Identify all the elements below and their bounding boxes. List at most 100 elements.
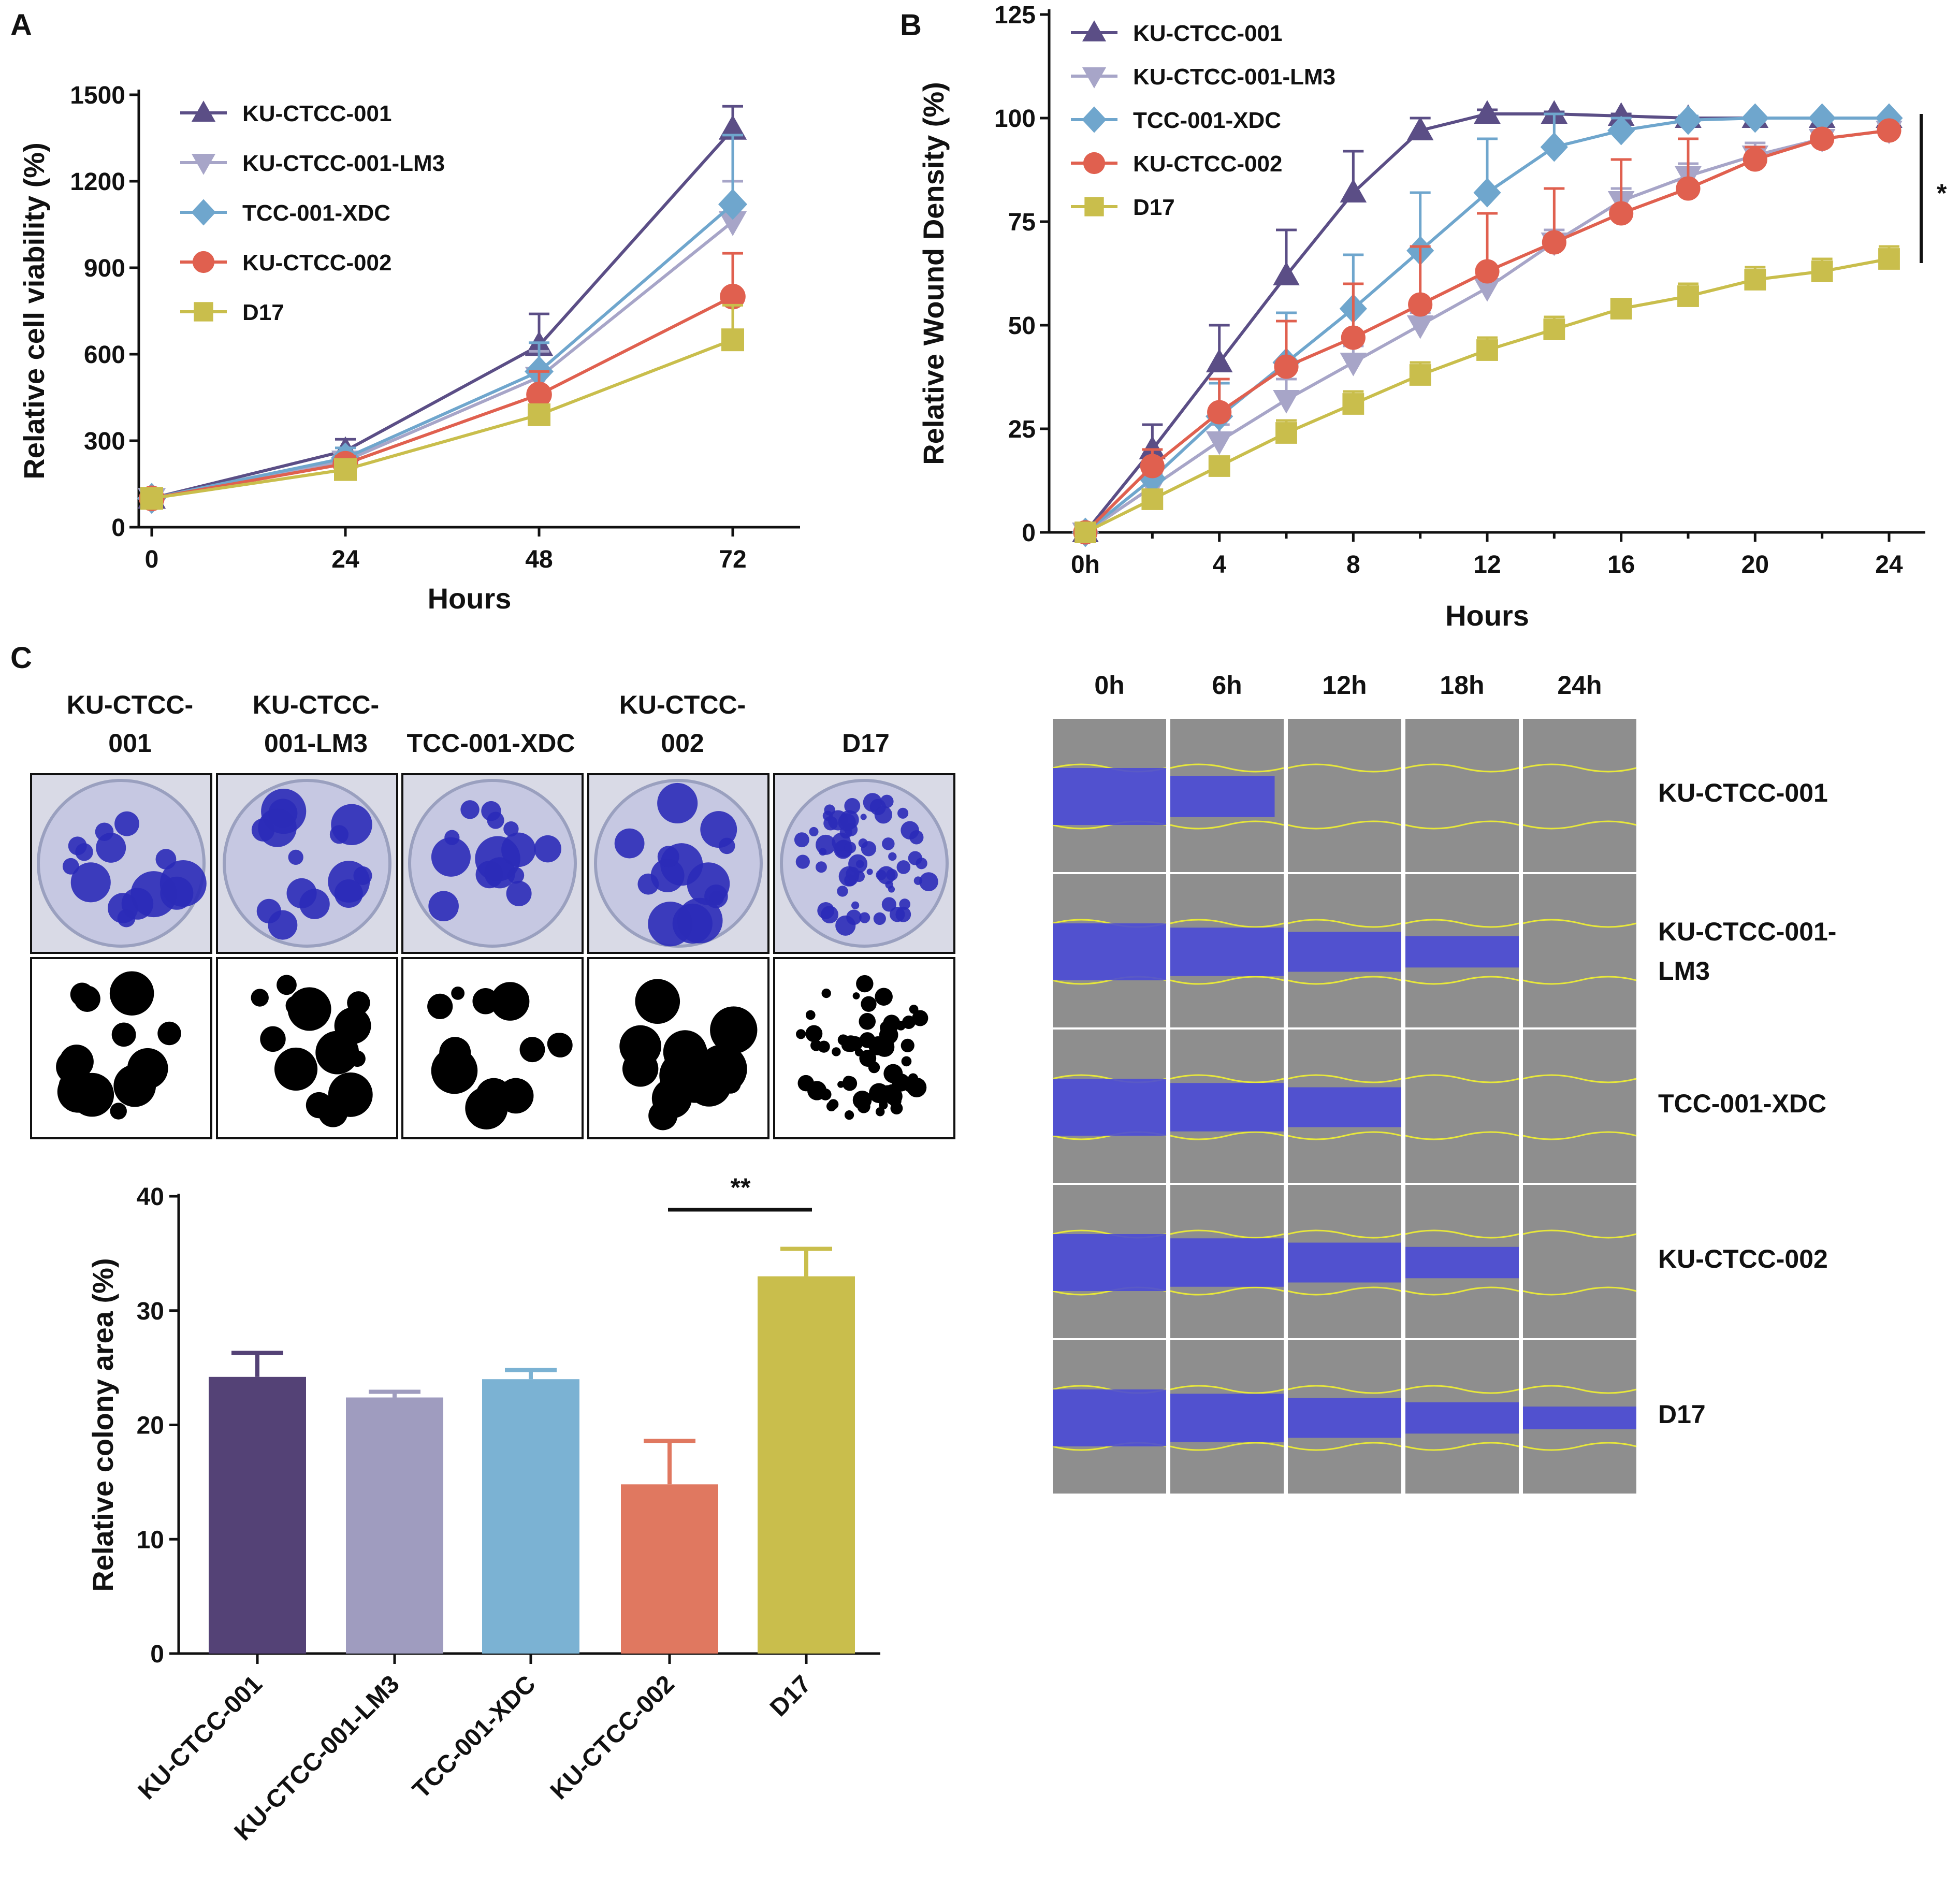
series-d17 bbox=[1075, 245, 1900, 543]
wound-image-background bbox=[1523, 719, 1636, 872]
colony-spot bbox=[95, 822, 114, 842]
series-tcc-001-xdc bbox=[137, 134, 747, 514]
colony-spot bbox=[819, 848, 827, 856]
legend-label: KU-CTCC-001 bbox=[1133, 21, 1282, 46]
legend-label: TCC-001-XDC bbox=[242, 200, 390, 226]
wound-edge-bottom bbox=[1170, 1131, 1284, 1140]
mask-blob bbox=[861, 996, 877, 1012]
legend-marker bbox=[1083, 152, 1106, 175]
wound-edge-bottom bbox=[1170, 976, 1284, 985]
y-tick-label: 40 bbox=[137, 1183, 164, 1211]
mask-blob bbox=[901, 1038, 914, 1052]
mask-blob bbox=[519, 1037, 545, 1063]
wound-edge-bottom bbox=[1522, 1286, 1637, 1296]
data-point bbox=[1609, 201, 1634, 226]
wound-open-area bbox=[1405, 936, 1519, 968]
colony-spot bbox=[121, 888, 154, 920]
colony-spot bbox=[268, 799, 298, 828]
wound-time-label-18h: 18h bbox=[1440, 671, 1484, 700]
mask-blob bbox=[680, 1038, 707, 1065]
legend-entry-ku-ctcc-001-lm3: KU-CTCC-001-LM3 bbox=[1071, 64, 1335, 90]
colony-spot bbox=[460, 800, 480, 819]
mask-blob bbox=[912, 1010, 928, 1026]
series-ku-ctcc-001-lm3 bbox=[137, 180, 747, 513]
wound-edge-top bbox=[1170, 1385, 1284, 1394]
data-point bbox=[1877, 118, 1901, 143]
mask-blob bbox=[796, 1029, 806, 1039]
mask-blob bbox=[686, 1062, 732, 1107]
mask-blob bbox=[805, 1025, 823, 1042]
colony-spot bbox=[329, 825, 349, 844]
colony-spot bbox=[835, 915, 856, 936]
bar bbox=[482, 1379, 579, 1654]
wound-open-area bbox=[1405, 1402, 1519, 1434]
mask-blob bbox=[157, 1021, 181, 1046]
colony-spot bbox=[846, 866, 860, 881]
colony-spot bbox=[809, 827, 819, 837]
wound-image-background bbox=[1523, 874, 1636, 1027]
wound-open-area bbox=[1170, 1394, 1284, 1442]
wound-cell bbox=[1405, 1030, 1519, 1183]
mask-frame bbox=[216, 957, 398, 1139]
wound-cell bbox=[1287, 1030, 1402, 1183]
data-point bbox=[1340, 179, 1367, 202]
y-axis-title: Relative Wound Density (%) bbox=[917, 82, 950, 465]
colony-plate-stained-1 bbox=[30, 773, 212, 954]
legend-entry-ku-ctcc-002: KU-CTCC-002 bbox=[1071, 151, 1282, 177]
colony-label-1: KU-CTCC-001 bbox=[67, 690, 193, 758]
data-point bbox=[1206, 349, 1233, 372]
bar bbox=[209, 1376, 306, 1654]
legend-marker bbox=[191, 199, 216, 226]
wound-edge-top bbox=[1287, 919, 1402, 928]
wound-time-label-12h: 12h bbox=[1322, 671, 1367, 700]
colony-spot bbox=[858, 838, 868, 848]
legend-label: KU-CTCC-001-LM3 bbox=[1133, 64, 1335, 90]
colony-spot bbox=[334, 879, 363, 908]
y-tick-label: 75 bbox=[1008, 209, 1036, 236]
colony-spot bbox=[838, 813, 856, 831]
y-tick-label: 900 bbox=[84, 255, 125, 282]
legend-marker bbox=[1082, 67, 1107, 89]
wound-cell bbox=[1170, 874, 1284, 1027]
legend-label: D17 bbox=[1133, 195, 1175, 220]
data-point bbox=[1811, 260, 1833, 282]
mask-blob bbox=[465, 1086, 508, 1129]
data-point bbox=[1607, 115, 1635, 146]
data-point bbox=[1475, 259, 1500, 284]
data-point bbox=[1473, 178, 1501, 208]
mask-blob bbox=[842, 1076, 858, 1091]
data-point bbox=[718, 114, 747, 140]
data-point bbox=[1677, 285, 1699, 307]
wound-image-background bbox=[1405, 719, 1519, 872]
wound-open-area bbox=[1288, 1242, 1401, 1283]
colony-spot bbox=[909, 830, 924, 845]
x-tick-label: TCC-001-XDC bbox=[408, 1670, 541, 1804]
colony-spot bbox=[844, 842, 856, 853]
wound-image-grid: 0h 6h 12h 18h 24h KU-CTCC-001 KU-CTCC-001-LM3 T… bbox=[1052, 671, 1836, 1494]
data-point bbox=[528, 403, 550, 426]
plate-dish bbox=[223, 779, 391, 948]
data-point bbox=[1340, 353, 1367, 376]
colony-spot bbox=[897, 807, 909, 819]
wound-edge-top bbox=[1522, 763, 1637, 773]
series-line bbox=[151, 295, 734, 500]
legend-entry-ku-ctcc-002: KU-CTCC-002 bbox=[180, 250, 391, 276]
x-tick-label: 4 bbox=[1212, 551, 1226, 578]
wound-edge-bottom bbox=[1522, 976, 1637, 985]
wound-open-area bbox=[1405, 1247, 1519, 1279]
wound-edge-top bbox=[1405, 1074, 1519, 1083]
data-point bbox=[718, 189, 747, 220]
wound-edge-bottom bbox=[1170, 820, 1284, 830]
colony-spot bbox=[855, 860, 864, 868]
wound-open-area bbox=[1170, 1238, 1284, 1287]
x-tick-label: 24 bbox=[1875, 551, 1903, 578]
colony-spot bbox=[268, 910, 298, 940]
colony-plate-mask-5 bbox=[773, 957, 955, 1139]
colony-plate-mask-1 bbox=[30, 957, 212, 1139]
colony-spot bbox=[114, 811, 139, 836]
wound-edge-top bbox=[1170, 1229, 1284, 1239]
legend-label: KU-CTCC-002 bbox=[242, 250, 391, 276]
series-line bbox=[151, 338, 734, 500]
colony-spot bbox=[888, 852, 897, 861]
wound-image-background bbox=[1523, 1185, 1636, 1338]
